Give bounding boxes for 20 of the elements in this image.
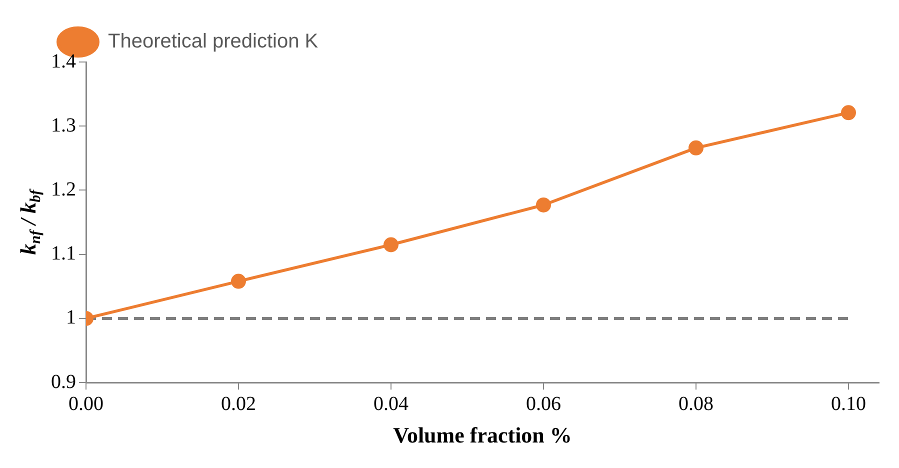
y-tick-label: 1 bbox=[66, 306, 76, 329]
y-axis-title: knf / kbf bbox=[16, 188, 44, 255]
y-tick-label: 1.3 bbox=[51, 114, 76, 136]
y-tick-label: 1.2 bbox=[51, 178, 76, 200]
x-tick-label: 0.00 bbox=[68, 392, 104, 415]
y-tick-label: 1.1 bbox=[51, 242, 76, 265]
x-axis-title: Volume fraction % bbox=[393, 422, 572, 448]
y-tick-label: 0.9 bbox=[51, 370, 76, 393]
x-tick-label: 0.06 bbox=[526, 392, 561, 415]
point bbox=[688, 140, 704, 156]
point bbox=[536, 197, 551, 212]
x-tick-label: 0.04 bbox=[374, 392, 408, 415]
x-tick-label: 0.10 bbox=[831, 392, 866, 415]
point bbox=[231, 274, 246, 289]
point bbox=[841, 105, 856, 120]
legend-label: Theoretical prediction K bbox=[108, 30, 319, 53]
point bbox=[384, 237, 398, 252]
x-tick-label: 0.08 bbox=[678, 392, 714, 415]
x-tick-label: 0.02 bbox=[221, 392, 256, 415]
y-tick-label: 1.4 bbox=[51, 50, 76, 72]
